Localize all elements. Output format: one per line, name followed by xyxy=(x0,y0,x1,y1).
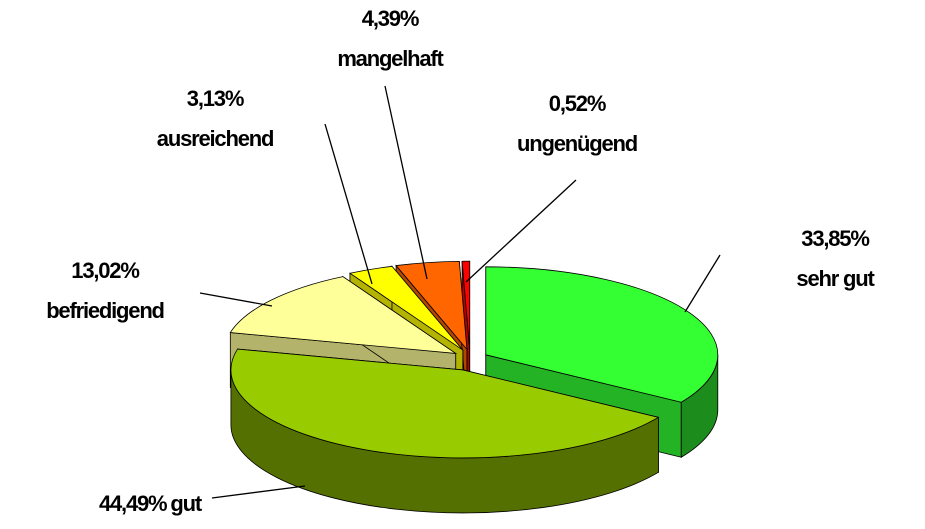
leader-line xyxy=(465,179,577,283)
data-label: 0,52% ungenügend xyxy=(517,91,637,156)
value-label: 4,39% xyxy=(362,6,419,31)
pie-slice xyxy=(395,261,468,351)
data-label: 4,39% mangelhaft xyxy=(337,6,444,71)
pie-slice xyxy=(461,260,471,350)
data-label: 3,13% ausreichend xyxy=(157,86,273,151)
data-label: 13,02% befriedigend xyxy=(46,258,164,323)
pie-slice xyxy=(485,266,719,403)
value-label: 33,85% xyxy=(801,226,869,251)
category-label: sehr gut xyxy=(796,266,875,291)
leader-line xyxy=(384,85,428,280)
data-label: 44,49% gut xyxy=(99,491,203,516)
leader-line xyxy=(684,254,721,313)
value-label: 3,13% xyxy=(187,86,244,111)
category-label: gut xyxy=(170,491,202,516)
leader-line xyxy=(324,123,373,285)
category-label: mangelhaft xyxy=(337,46,444,71)
value-label: 44,49% xyxy=(99,491,167,516)
pie-slice xyxy=(230,348,660,459)
value-label: 0,52% xyxy=(549,91,606,116)
category-label: ausreichend xyxy=(157,126,273,151)
data-label: 33,85% sehr gut xyxy=(796,226,875,291)
category-label: befriedigend xyxy=(46,298,164,323)
pie-slice xyxy=(348,265,464,351)
value-label: 13,02% xyxy=(71,258,139,283)
pie-slice xyxy=(229,276,458,354)
category-label: ungenügend xyxy=(517,131,637,156)
leader-line xyxy=(199,292,273,307)
leader-line xyxy=(211,485,306,499)
